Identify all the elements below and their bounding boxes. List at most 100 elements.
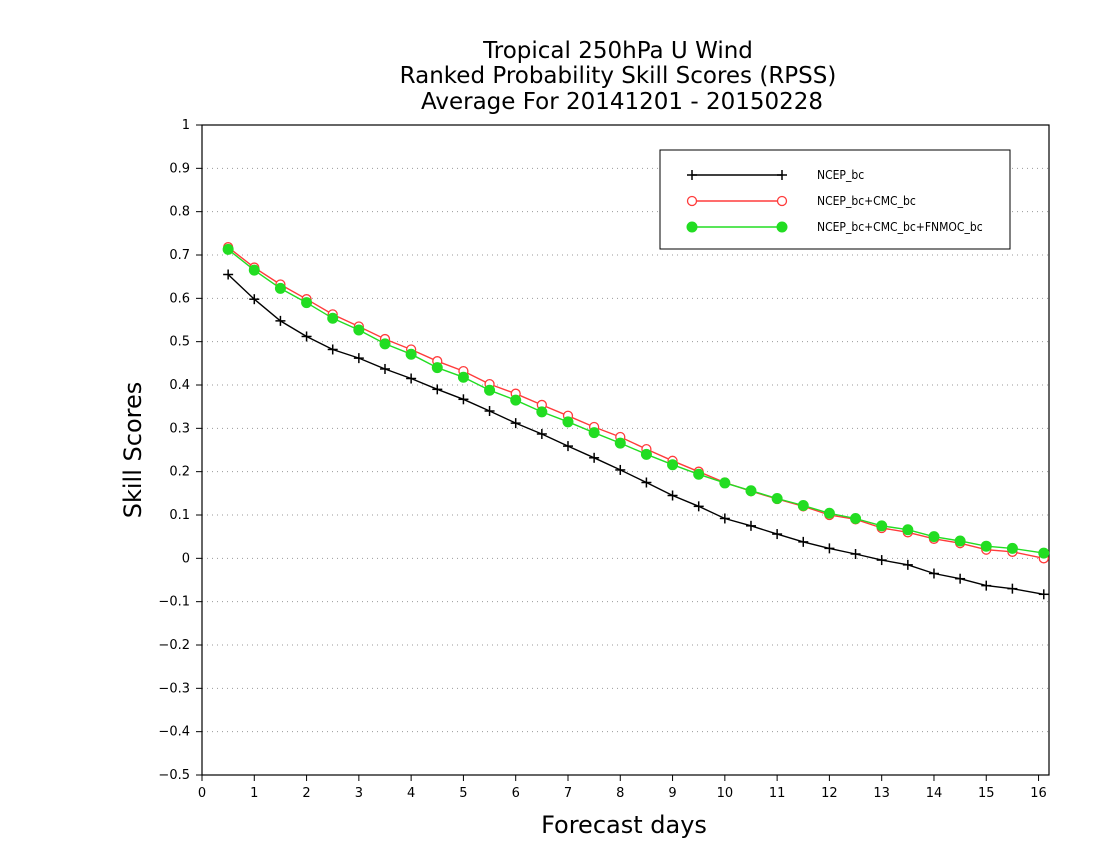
legend-marker-left-0: [687, 170, 697, 180]
series-0-point-10: [484, 406, 495, 416]
series-0-point-28: [955, 573, 966, 584]
series-2-point-31: [1038, 547, 1050, 559]
series-0-point-12: [536, 428, 547, 439]
series-2-point-24: [850, 512, 862, 524]
series-0-point-6: [379, 363, 390, 374]
x-tick-label-12: 12: [821, 786, 838, 801]
y-tick-label-6: 0.4: [169, 378, 190, 393]
legend-marker-left-2: [686, 221, 698, 233]
chart-title: Tropical 250hPa U Wind Ranked Probabilit…: [400, 38, 837, 115]
series-2-point-14: [588, 427, 600, 439]
series-0-point-19: [719, 513, 730, 524]
series-2-point-15: [614, 437, 626, 449]
y-tick-label-4: 0.6: [169, 291, 190, 306]
series-2-point-6: [379, 338, 391, 350]
legend-entry-0: NCEP_bc: [687, 168, 864, 182]
title-line-3: Average For 20141201 - 20150228: [421, 89, 823, 115]
series-2-point-22: [797, 499, 809, 511]
y-tick-label-7: 0.3: [169, 421, 190, 436]
series-0-point-24: [850, 549, 861, 559]
series-2-point-1: [248, 264, 260, 276]
series-0-point-22: [798, 536, 809, 547]
series-2-point-30: [1006, 542, 1018, 554]
series-0-point-29: [981, 580, 992, 591]
legend-marker-right-2: [776, 221, 788, 233]
series-0-point-17: [667, 490, 678, 501]
series-2-point-4: [327, 312, 339, 324]
series-0-point-31: [1038, 589, 1049, 600]
series-2-point-9: [457, 371, 469, 383]
y-axis: 1 0.9 0.8 0.7 0.6 0.5 0.4 0.3 0.2 0.1 0 −0.1 −0.2 −0.…: [158, 118, 202, 783]
series-0-point-7: [406, 373, 417, 384]
legend-marker-right-1: [776, 195, 788, 207]
x-tick-label-7: 7: [564, 786, 572, 801]
series-2-point-5: [353, 324, 365, 336]
series-0-point-21: [772, 529, 783, 540]
x-tick-label-3: 3: [355, 786, 363, 801]
series-0-point-11: [510, 418, 521, 429]
series-0-point-3: [301, 331, 312, 342]
legend-entry-2: NCEP_bc+CMC_bc+FNMOC_bc: [686, 220, 983, 234]
series-0-point-16: [641, 477, 652, 488]
y-tick-label-5: 0.5: [169, 335, 190, 350]
y-tick-label-10: 0: [182, 551, 190, 566]
series-2-point-25: [876, 520, 888, 532]
x-tick-label-4: 4: [407, 786, 415, 801]
series-0-point-4: [327, 344, 338, 355]
series-0-point-26: [902, 559, 913, 570]
x-tick-label-5: 5: [459, 786, 467, 801]
series-2-point-8: [431, 362, 443, 374]
series-0-point-2: [275, 315, 286, 326]
series-0-point-15: [615, 464, 626, 475]
plot-frame: [201, 124, 1050, 776]
x-tick-label-10: 10: [717, 786, 734, 801]
series-2-point-20: [745, 485, 757, 497]
series-0-point-1: [249, 294, 260, 305]
series-0-point-13: [562, 441, 573, 452]
y-tick-label-15: −0.5: [158, 768, 190, 783]
series-2-point-29: [980, 540, 992, 552]
series-2-point-27: [928, 531, 940, 543]
series-0-point-25: [876, 555, 887, 566]
series-2-point-10: [484, 384, 496, 396]
legend-label-0: NCEP_bc: [817, 168, 864, 182]
y-tick-label-3: 0.7: [169, 248, 190, 263]
x-tick-label-11: 11: [769, 786, 786, 801]
y-tick-label-2: 0.8: [169, 205, 190, 220]
series-2-point-23: [823, 507, 835, 519]
series-0-point-5: [353, 353, 364, 364]
series-0-point-9: [458, 394, 469, 405]
series-2-point-11: [510, 394, 522, 406]
legend-marker-right-0: [777, 170, 787, 180]
series-0-point-20: [745, 520, 756, 531]
y-tick-label-12: −0.2: [158, 638, 190, 653]
series-2: [222, 243, 1050, 559]
legend: NCEP_bc NCEP_bc+CMC_bc NCEP_bc+CMC_bc+FNMO…: [659, 149, 1011, 250]
x-tick-label-16: 16: [1030, 786, 1047, 801]
x-tick-label-13: 13: [873, 786, 890, 801]
x-tick-label-15: 15: [978, 786, 995, 801]
series-2-point-13: [562, 416, 574, 428]
legend-entry-1: NCEP_bc+CMC_bc: [686, 194, 916, 208]
series-2-point-16: [640, 448, 652, 460]
series-layer: [222, 242, 1050, 600]
title-line-2: Ranked Probability Skill Scores (RPSS): [400, 63, 837, 89]
series-2-point-7: [405, 348, 417, 360]
series-line-2: [227, 248, 1044, 554]
y-tick-label-9: 0.1: [169, 508, 190, 523]
y-tick-label-13: −0.3: [158, 681, 190, 696]
x-tick-label-8: 8: [616, 786, 624, 801]
series-0-point-30: [1007, 583, 1018, 594]
title-line-1: Tropical 250hPa U Wind: [482, 38, 753, 64]
x-axis: 0 1 2 3 4 5 6 7 8 9 10 11 12 13 14 15 16: [198, 775, 1047, 801]
legend-label-2: NCEP_bc+CMC_bc+FNMOC_bc: [817, 220, 983, 234]
x-tick-label-2: 2: [302, 786, 310, 801]
series-2-point-19: [719, 477, 731, 489]
y-tick-label-14: −0.4: [158, 725, 190, 740]
legend-box: [659, 149, 1011, 250]
series-2-point-17: [667, 459, 679, 471]
y-tick-label-8: 0.2: [169, 465, 190, 480]
legend-label-1: NCEP_bc+CMC_bc: [817, 194, 916, 208]
series-2-point-21: [771, 493, 783, 505]
